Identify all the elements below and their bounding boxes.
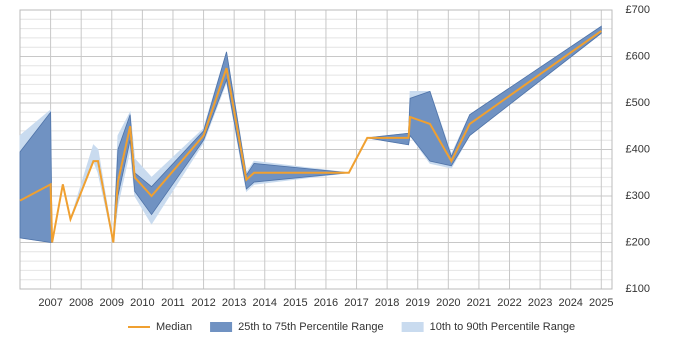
x-tick-label: 2019 [405, 297, 429, 309]
x-tick-label: 2022 [497, 297, 521, 309]
x-tick-label: 2015 [283, 297, 307, 309]
x-tick-label: 2009 [100, 297, 124, 309]
x-tick-label: 2017 [344, 297, 368, 309]
x-tick-label: 2021 [467, 297, 491, 309]
x-tick-label: 2011 [161, 297, 185, 309]
median-line [19, 30, 602, 243]
y-tick-label: £400 [626, 143, 650, 155]
y-tick-label: £100 [626, 283, 650, 295]
legend-swatch [401, 322, 424, 332]
legend-label: 10th to 90th Percentile Range [430, 321, 576, 333]
y-tick-label: £300 [626, 190, 650, 202]
x-tick-label: 2020 [436, 297, 460, 309]
x-tick-label: 2024 [558, 297, 582, 309]
x-tick-label: 2008 [69, 297, 93, 309]
x-tick-label: 2025 [589, 297, 613, 309]
y-tick-label: £500 [626, 97, 650, 109]
x-tick-label: 2007 [38, 297, 62, 309]
y-tick-label: £700 [626, 4, 650, 16]
legend-label: Median [156, 321, 192, 333]
x-tick-label: 2018 [375, 297, 399, 309]
legend-swatch [210, 322, 233, 332]
y-tick-label: £200 [626, 236, 650, 248]
x-tick-label: 2014 [253, 297, 277, 309]
x-tick-label: 2012 [191, 297, 215, 309]
y-tick-label: £600 [626, 50, 650, 62]
legend-label: 25th to 75th Percentile Range [238, 321, 384, 333]
x-tick-label: 2010 [130, 297, 154, 309]
x-tick-label: 2023 [528, 297, 552, 309]
x-tick-label: 2013 [222, 297, 246, 309]
x-tick-label: 2016 [314, 297, 338, 309]
